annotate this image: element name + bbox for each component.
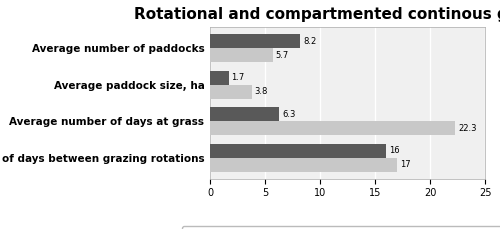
Bar (210, 85, 252, 99)
Text: 1.7: 1.7 (232, 73, 244, 82)
Text: 3.8: 3.8 (254, 87, 268, 96)
Bar (210, 144, 386, 158)
Text: 5.7: 5.7 (276, 51, 288, 60)
Bar (210, 158, 397, 172)
Bar (210, 71, 229, 85)
Bar (210, 121, 456, 135)
Text: 22.3: 22.3 (458, 124, 476, 133)
Text: 6.3: 6.3 (282, 110, 296, 119)
Text: 17: 17 (400, 160, 410, 169)
Text: 16: 16 (389, 146, 400, 155)
Text: 8.2: 8.2 (303, 37, 316, 46)
Bar (210, 107, 280, 121)
Title: Rotational and compartmented continous grazing: Rotational and compartmented continous g… (134, 7, 500, 22)
Bar (210, 48, 272, 62)
Bar (210, 34, 300, 48)
Legend: Rotational grazing, Compartmented continous grazing: Rotational grazing, Compartmented contin… (182, 226, 500, 229)
